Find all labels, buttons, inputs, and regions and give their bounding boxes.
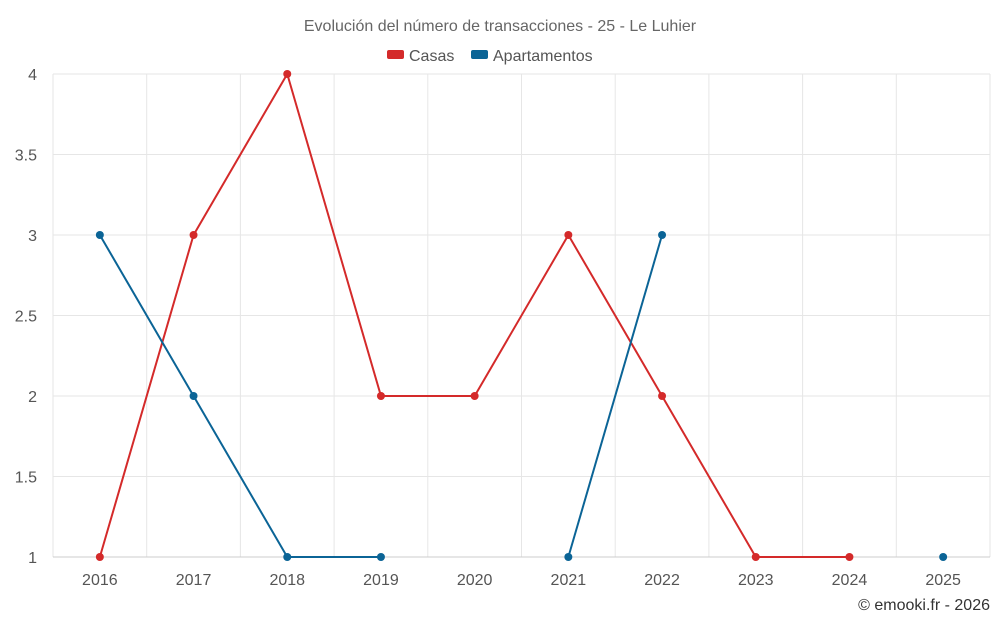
x-tick-label: 2016 <box>82 572 118 589</box>
data-point-casas-2021[interactable] <box>564 231 573 239</box>
legend-label-apartamentos: Apartamentos <box>493 48 593 65</box>
y-tick-label: 1.5 <box>15 470 37 487</box>
y-tick-label: 2.5 <box>15 309 37 326</box>
data-point-casas-2023[interactable] <box>751 553 760 561</box>
legend-swatch-casas <box>387 50 404 59</box>
data-point-casas-2020[interactable] <box>470 392 479 400</box>
series-line-apartamentos <box>567 234 664 558</box>
axis-labels: 1 1.5 2 2.5 3 3.5 4 2016 2017 2018 2019 2020 2021 202… <box>15 67 961 589</box>
data-point-apartamentos-2017[interactable] <box>189 392 198 400</box>
legend-item-casas[interactable]: Casas <box>387 48 454 65</box>
series-lines <box>95 70 948 561</box>
x-tick-label: 2019 <box>363 572 399 589</box>
data-point-apartamentos-2025[interactable] <box>939 553 948 561</box>
legend-label-casas: Casas <box>409 48 454 65</box>
legend-item-apartamentos[interactable]: Apartamentos <box>471 48 593 65</box>
y-tick-label: 3 <box>28 228 37 245</box>
series-casas <box>95 70 854 561</box>
y-tick-label: 1 <box>28 550 37 567</box>
data-point-apartamentos-2021[interactable] <box>564 553 573 561</box>
legend: Casas Apartamentos <box>387 48 593 65</box>
data-point-casas-2022[interactable] <box>658 392 667 400</box>
x-tick-label: 2020 <box>457 572 493 589</box>
data-point-apartamentos-2022[interactable] <box>658 231 667 239</box>
x-tick-label: 2023 <box>738 572 774 589</box>
chart-title: Evolución del número de transacciones - … <box>304 18 697 35</box>
series-line-apartamentos <box>98 234 381 558</box>
data-point-casas-2019[interactable] <box>376 392 385 400</box>
x-tick-label: 2021 <box>551 572 587 589</box>
series-apartamentos <box>95 231 948 561</box>
y-tick-label: 4 <box>28 67 37 84</box>
x-tick-label: 2018 <box>269 572 305 589</box>
x-tick-label: 2024 <box>832 572 868 589</box>
data-point-apartamentos-2018[interactable] <box>283 553 292 561</box>
legend-swatch-apartamentos <box>471 50 488 59</box>
data-point-casas-2017[interactable] <box>189 231 198 239</box>
credit-text: © emooki.fr - 2026 <box>858 597 990 614</box>
data-point-casas-2018[interactable] <box>283 70 292 78</box>
x-tick-label: 2017 <box>176 572 212 589</box>
data-point-casas-2024[interactable] <box>845 553 854 561</box>
data-point-casas-2016[interactable] <box>95 553 104 561</box>
x-tick-label: 2025 <box>925 572 961 589</box>
data-point-apartamentos-2016[interactable] <box>95 231 104 239</box>
data-point-apartamentos-2019[interactable] <box>376 553 385 561</box>
x-tick-label: 2022 <box>644 572 680 589</box>
y-tick-label: 2 <box>28 389 37 406</box>
y-tick-label: 3.5 <box>15 148 37 165</box>
